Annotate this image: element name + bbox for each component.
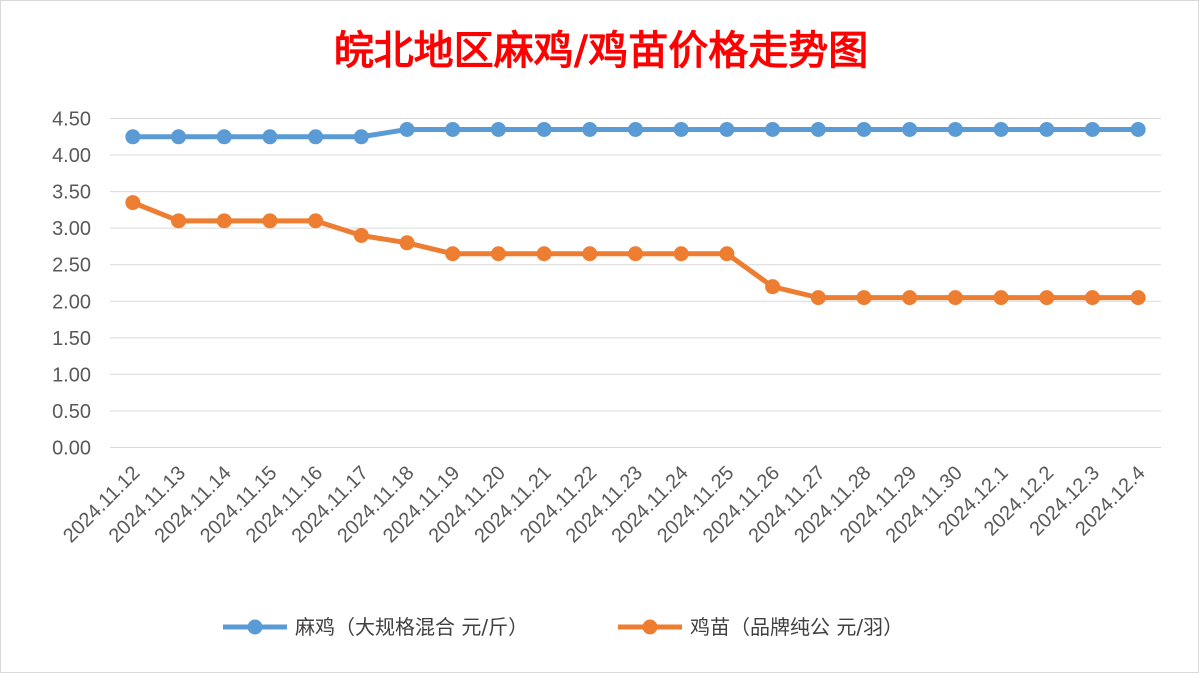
data-point xyxy=(719,246,735,262)
legend-item: 麻鸡（大规格混合 元/斤） xyxy=(223,615,528,639)
data-point xyxy=(125,129,141,145)
data-point xyxy=(353,129,369,145)
data-point xyxy=(673,121,689,137)
data-point xyxy=(399,121,415,137)
data-point xyxy=(582,121,598,137)
data-point xyxy=(993,290,1009,306)
y-tick-label: 1.50 xyxy=(52,328,91,350)
data-point xyxy=(947,121,963,137)
y-tick-label: 2.50 xyxy=(52,255,91,277)
data-point xyxy=(308,129,324,145)
data-point xyxy=(1039,290,1055,306)
data-point xyxy=(765,279,781,295)
data-point xyxy=(856,121,872,137)
data-point xyxy=(810,290,826,306)
y-tick-label: 0.00 xyxy=(52,438,91,460)
y-tick-label: 2.00 xyxy=(52,291,91,313)
legend-item: 鸡苗（品牌纯公 元/羽） xyxy=(618,615,903,639)
data-point xyxy=(445,246,461,262)
legend-label: 鸡苗（品牌纯公 元/羽） xyxy=(690,615,903,639)
series-1 xyxy=(125,195,1146,306)
data-point xyxy=(993,121,1009,137)
data-point xyxy=(1039,121,1055,137)
chart-title: 皖北地区麻鸡/鸡苗价格走势图 xyxy=(334,27,869,74)
y-tick-label: 1.00 xyxy=(52,364,91,386)
data-point xyxy=(902,290,918,306)
data-point xyxy=(628,246,643,262)
data-point xyxy=(445,121,461,137)
series-0 xyxy=(125,121,1146,145)
x-axis-ticks: 2024.11.122024.11.132024.11.142024.11.15… xyxy=(59,462,1150,547)
y-tick-label: 0.50 xyxy=(52,401,91,423)
data-point xyxy=(216,213,232,229)
data-point xyxy=(856,290,872,306)
data-point xyxy=(399,235,415,251)
data-point xyxy=(947,290,963,306)
data-point xyxy=(582,246,598,262)
legend-label: 麻鸡（大规格混合 元/斤） xyxy=(295,615,528,639)
data-point xyxy=(536,121,552,137)
y-axis-ticks: 0.00 0.50 1.00 1.50 2.00 2.50 3.00 3.50 4.00 4.50 xyxy=(52,109,91,460)
data-point xyxy=(536,246,552,262)
data-point xyxy=(765,121,781,137)
data-point xyxy=(125,195,141,211)
data-point xyxy=(308,213,324,229)
legend-swatch-marker xyxy=(247,619,263,635)
data-point xyxy=(171,129,187,145)
data-point xyxy=(1084,121,1100,137)
data-point xyxy=(490,121,506,137)
data-point xyxy=(1130,290,1146,306)
data-point xyxy=(1084,290,1100,306)
y-tick-label: 4.50 xyxy=(52,109,91,131)
data-point xyxy=(1130,121,1146,137)
series-lines xyxy=(125,121,1146,306)
data-point xyxy=(719,121,735,137)
data-point xyxy=(353,227,369,243)
data-point xyxy=(810,121,826,137)
y-tick-label: 3.50 xyxy=(52,182,91,204)
data-point xyxy=(902,121,918,137)
data-point xyxy=(262,129,278,145)
data-point xyxy=(216,129,232,145)
data-point xyxy=(262,213,278,229)
data-point xyxy=(171,213,187,229)
legend-swatch-marker xyxy=(642,619,658,635)
y-tick-label: 3.00 xyxy=(52,218,91,240)
y-tick-label: 4.00 xyxy=(52,145,91,167)
data-point xyxy=(628,121,643,137)
gridlines xyxy=(110,118,1161,448)
legend: 麻鸡（大规格混合 元/斤） 鸡苗（品牌纯公 元/羽） xyxy=(223,615,903,639)
data-point xyxy=(673,246,689,262)
data-point xyxy=(490,246,506,262)
